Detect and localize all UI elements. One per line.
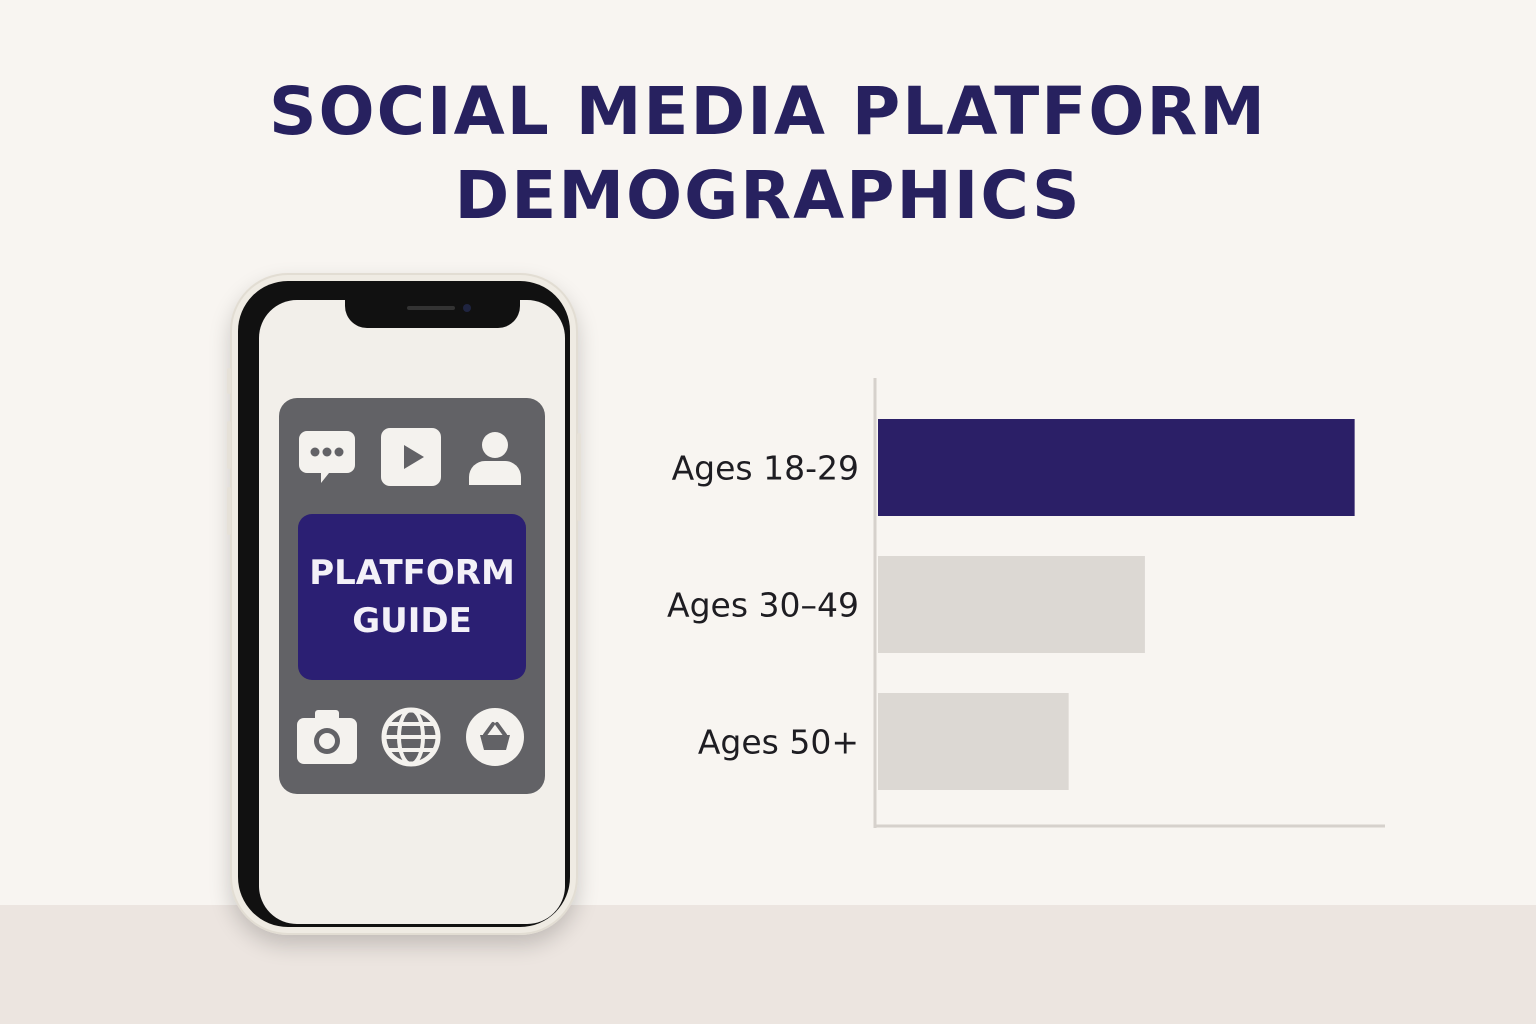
- phone-volume-up-button: [227, 421, 231, 469]
- phone-side-button: [227, 368, 231, 394]
- camera-icon[interactable]: [295, 704, 359, 768]
- smartphone: PLATFORM GUIDE: [227, 273, 581, 935]
- bar-3: [878, 693, 1069, 790]
- shopping-basket-icon[interactable]: [463, 704, 527, 768]
- user-icon[interactable]: [463, 425, 527, 489]
- floor-surface: [0, 905, 1536, 1024]
- phone-power-button: [577, 433, 581, 521]
- age-bar-chart: Ages 18-29 Ages 30–49 Ages 50+: [667, 378, 1385, 828]
- category-label-1: Ages 18-29: [672, 449, 859, 488]
- app-panel: PLATFORM GUIDE: [279, 398, 545, 794]
- play-button-icon[interactable]: [379, 425, 443, 489]
- category-label-3: Ages 50+: [698, 723, 859, 762]
- guide-line-2: GUIDE: [352, 601, 472, 641]
- phone-screen: PLATFORM GUIDE: [259, 300, 565, 924]
- bar-2: [878, 556, 1145, 653]
- title-line-2: DEMOGRAPHICS: [454, 157, 1082, 234]
- guide-line-1: PLATFORM: [309, 553, 515, 593]
- page-title: SOCIAL MEDIA PLATFORM DEMOGRAPHICS: [0, 70, 1536, 238]
- phone-volume-down-button: [227, 487, 231, 535]
- phone-speaker: [407, 306, 455, 310]
- category-label-2: Ages 30–49: [667, 586, 859, 625]
- title-line-1: SOCIAL MEDIA PLATFORM: [268, 73, 1267, 150]
- phone-notch: [345, 300, 520, 328]
- chat-bubble-icon[interactable]: [295, 425, 359, 489]
- globe-icon[interactable]: [379, 704, 443, 768]
- phone-bezel: PLATFORM GUIDE: [238, 281, 570, 927]
- bar-1: [878, 419, 1355, 516]
- front-camera: [463, 304, 471, 312]
- platform-guide-button[interactable]: PLATFORM GUIDE: [298, 514, 526, 680]
